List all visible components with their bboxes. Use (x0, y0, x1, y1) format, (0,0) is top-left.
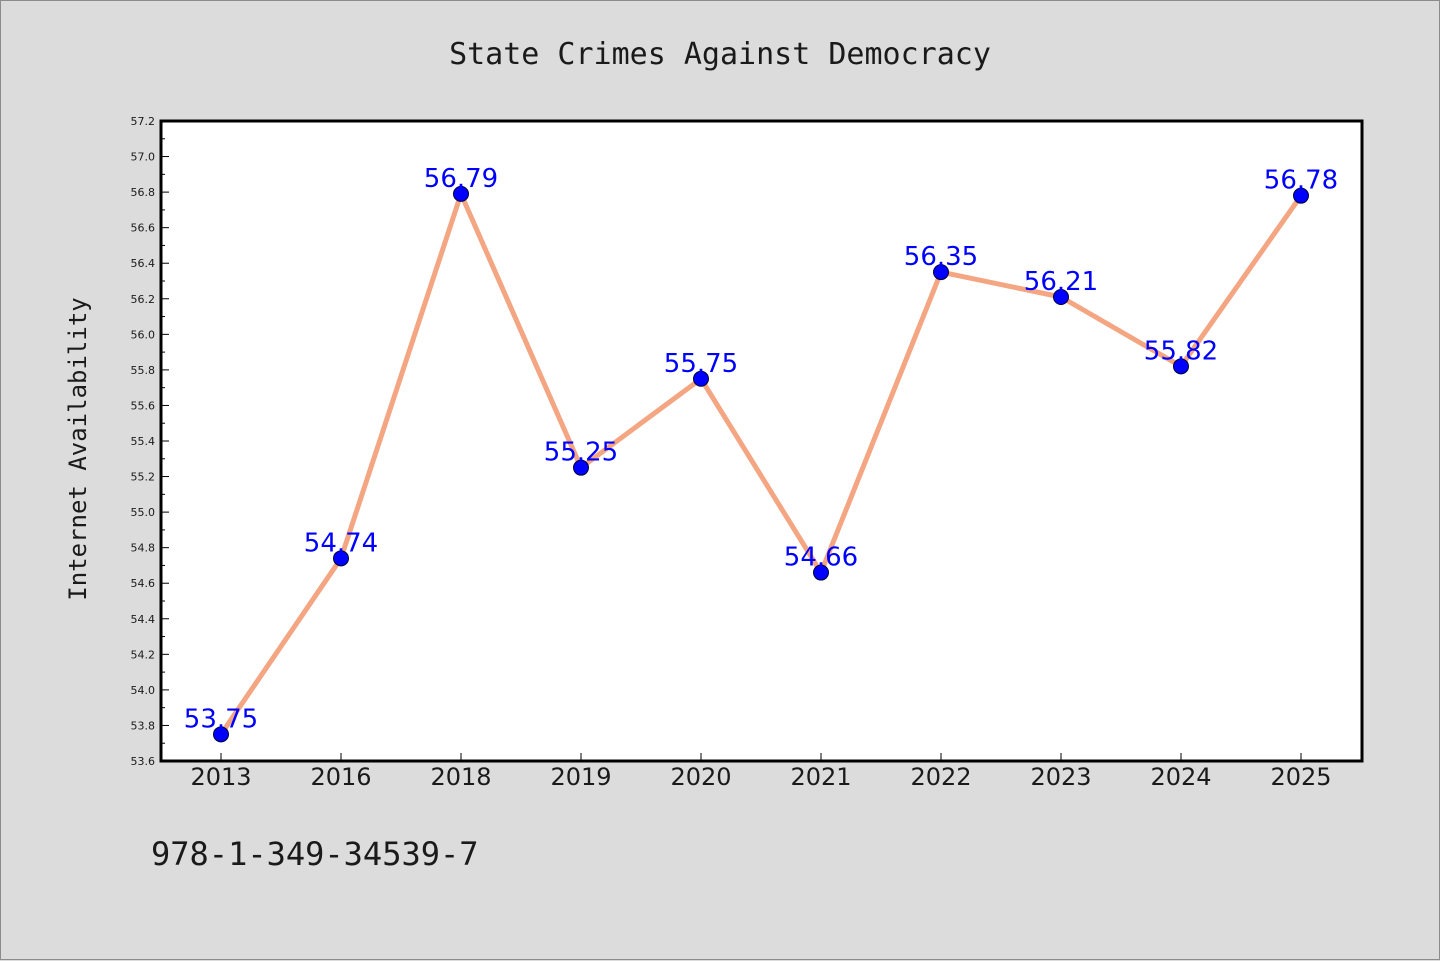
data-point (213, 726, 229, 743)
x-tick-label: 2016 (310, 763, 371, 791)
x-tick-label: 2013 (190, 763, 251, 791)
y-tick-label: 53.6 (131, 755, 156, 768)
data-point (933, 264, 949, 281)
x-tick-label: 2023 (1030, 763, 1091, 791)
y-tick-label: 56.0 (131, 328, 156, 341)
data-point (813, 564, 829, 581)
y-tick-label: 56.8 (131, 186, 156, 199)
x-tick-label: 2025 (1270, 763, 1331, 791)
x-tick-label: 2022 (910, 763, 971, 791)
data-labels: 53.75 54.74 56.79 55.25 55.75 54.66 56.35 56.21… (184, 164, 1338, 734)
y-tick-label: 54.0 (131, 684, 156, 697)
data-label: 56.79 (424, 164, 498, 194)
y-tick-label: 56.4 (131, 257, 156, 270)
chart-title: State Crimes Against Democracy (449, 37, 991, 72)
data-point (573, 459, 589, 476)
data-label: 54.66 (784, 543, 858, 573)
x-axis: 2013 2016 2018 2019 2020 2021 2022 2023 2024 2025 (190, 753, 1332, 791)
y-tick-label: 56.2 (131, 293, 156, 306)
data-label: 55.25 (544, 438, 618, 468)
x-tick-label: 2021 (790, 763, 851, 791)
data-point (333, 550, 349, 567)
y-axis-label: Internet Availability (64, 297, 92, 600)
y-tick-label: 55.6 (131, 399, 156, 412)
y-tick-label: 53.8 (131, 719, 156, 732)
y-tick-label: 55.4 (131, 435, 156, 448)
y-tick-label: 56.6 (131, 222, 156, 235)
y-tick-label: 54.2 (131, 648, 156, 661)
data-label: 56.21 (1024, 267, 1098, 297)
data-label: 55.82 (1144, 336, 1218, 366)
data-point (1293, 187, 1309, 204)
series-line (218, 191, 1304, 736)
y-tick-label: 57.2 (131, 115, 156, 128)
data-point (1173, 358, 1189, 375)
footer-code: 978-1-349-34539-7 (151, 835, 479, 873)
data-point (693, 370, 709, 387)
data-point (453, 185, 469, 202)
y-tick-label: 55.8 (131, 364, 156, 377)
data-label: 55.75 (664, 349, 738, 379)
y-tick-label: 54.6 (131, 577, 156, 590)
data-label: 53.75 (184, 704, 258, 734)
x-tick-label: 2019 (550, 763, 611, 791)
y-tick-label: 54.4 (131, 613, 156, 626)
y-tick-label: 57.0 (131, 151, 156, 164)
y-tick-label: 55.2 (131, 471, 156, 484)
data-label: 56.35 (904, 242, 978, 272)
y-axis: 53.6 53.8 54.0 54.2 54.4 54.6 54.8 55.0 55.2 55.4… (131, 115, 169, 768)
x-tick-label: 2020 (670, 763, 731, 791)
x-tick-label: 2024 (1150, 763, 1211, 791)
data-point (1053, 289, 1069, 305)
plot-area (159, 119, 1364, 763)
y-tick-label: 55.0 (131, 506, 156, 519)
data-label: 54.74 (304, 528, 378, 558)
series-group (213, 185, 1309, 743)
data-label: 56.78 (1264, 166, 1338, 196)
y-tick-label: 54.8 (131, 542, 156, 555)
x-tick-label: 2018 (430, 763, 491, 791)
